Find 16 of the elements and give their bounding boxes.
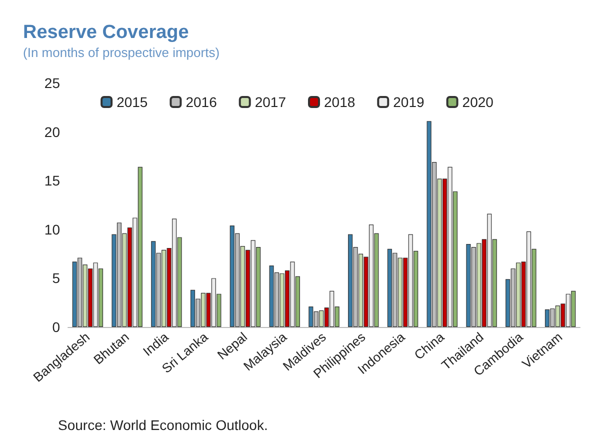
x-tick-label: India (140, 328, 172, 359)
y-tick-label: 15 (44, 172, 60, 189)
legend-label: 2018 (324, 94, 356, 110)
y-tick-label: 5 (52, 270, 60, 286)
chart-subtitle: (In months of prospective imports) (23, 45, 220, 60)
legend-label: 2016 (186, 94, 218, 110)
chart-title: Reserve Coverage (23, 22, 189, 43)
legend-label: 2019 (393, 94, 425, 110)
source-note: Source: World Economic Outlook. (58, 417, 268, 433)
legend-label: 2020 (462, 94, 494, 110)
legend-label: 2015 (116, 94, 148, 110)
y-tick-label: 0 (52, 319, 60, 335)
legend-label: 2017 (254, 94, 286, 110)
y-tick-label: 25 (44, 75, 60, 91)
y-tick-label: 10 (44, 221, 60, 238)
y-tick-label: 20 (44, 124, 60, 140)
